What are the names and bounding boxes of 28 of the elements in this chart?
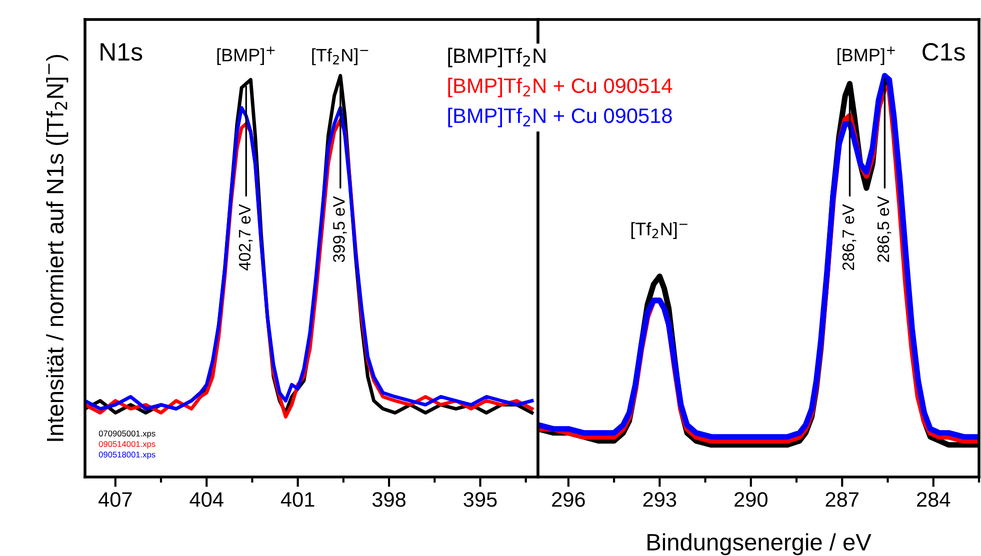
- chart-title: N1s: [100, 43, 142, 61]
- x-tick-label: 284: [917, 492, 950, 507]
- text: [BMP]Tf$_{2}$N + Cu 090514: [448, 78, 672, 98]
- x-tick-label: 296: [552, 492, 585, 507]
- text: [BMP]$^{+}$: [217, 46, 275, 66]
- annotation: 090518001.xps: [98, 452, 156, 460]
- chart-title: C1s: [922, 43, 965, 61]
- annotation: 402,7 eV: [238, 204, 253, 270]
- annotation: 399,5 eV: [333, 196, 347, 262]
- x-tick-label: 287: [826, 492, 858, 507]
- x-tick-label: 290: [734, 492, 768, 507]
- x-tick-label: 404: [190, 492, 224, 507]
- annotation: 070905001.xps: [98, 430, 156, 438]
- annotation: 286,5 eV: [877, 196, 892, 262]
- annotation: [Tf$_{2}$N]$^{−}$: [631, 222, 688, 239]
- x-tick-label: 401: [280, 492, 314, 507]
- text: [BMP]Tf$_{2}$N + Cu 090518: [448, 108, 672, 128]
- annotation: 286,7 eV: [842, 204, 856, 270]
- x-tick-label: 293: [643, 492, 676, 507]
- text: [BMP]$^{+}$: [838, 46, 895, 66]
- x-axis-title: Bindungsenergie / eV: [648, 533, 872, 556]
- x-tick-label: 395: [464, 492, 497, 507]
- y-axis-title: Intensität / normiert auf N1s ([Tf$_{2}$N]$^{−}$): [46, 54, 68, 441]
- text: [BMP]Tf$_{2}$N: [448, 48, 546, 68]
- text: [Tf$_{2}$N]$^{−}$: [312, 48, 368, 66]
- annotation: 090514001.xps: [98, 441, 156, 449]
- x-tick-label: 407: [98, 492, 132, 507]
- x-tick-label: 398: [372, 492, 406, 507]
